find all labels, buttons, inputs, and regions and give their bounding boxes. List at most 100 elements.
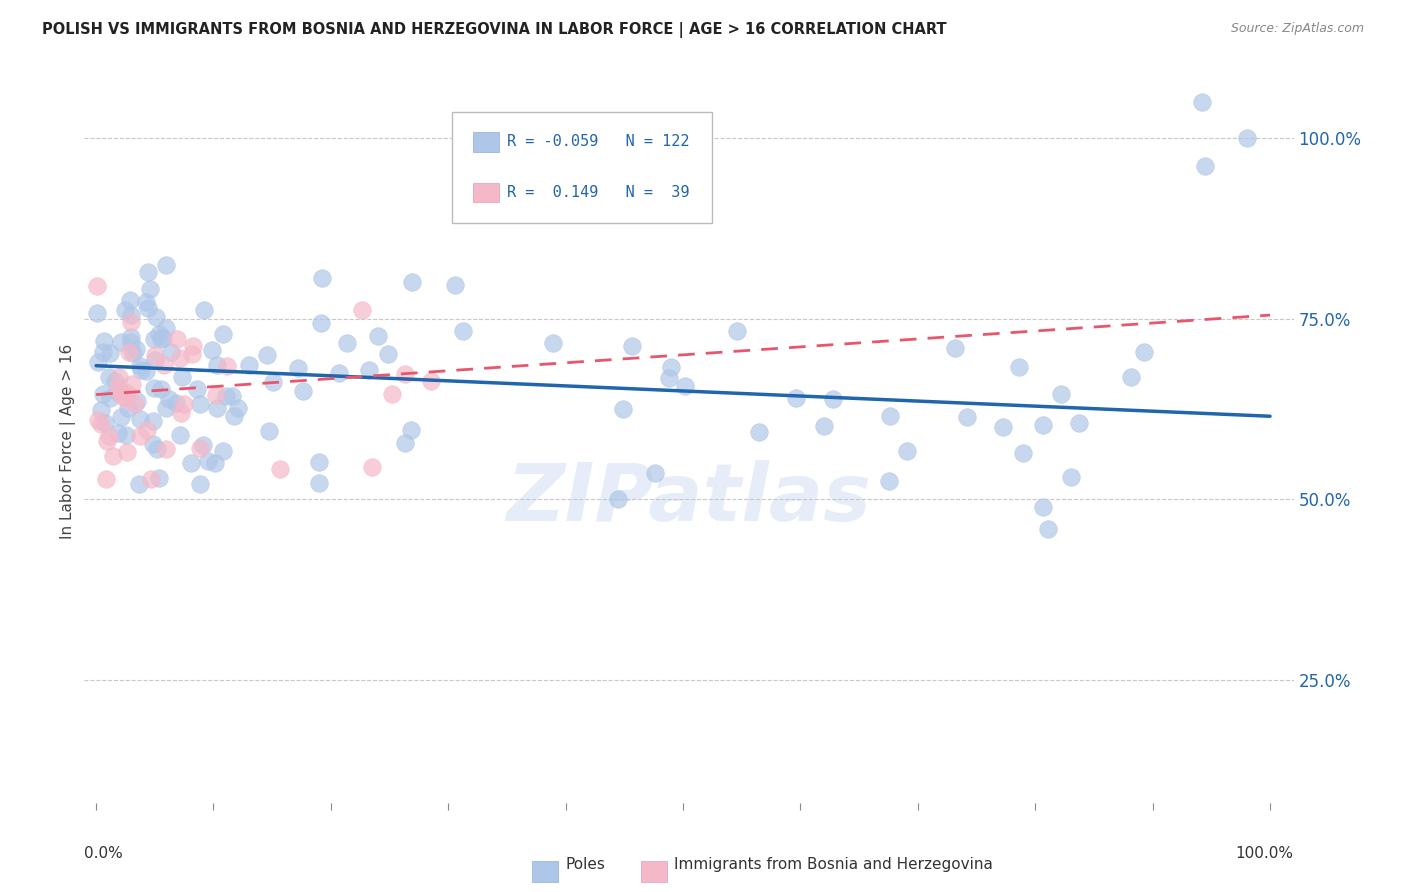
- Point: [143, 332, 166, 346]
- Point: [205, 359, 228, 373]
- Point: [262, 375, 284, 389]
- Point: [205, 388, 228, 402]
- Point: [118, 344, 141, 359]
- Point: [367, 329, 389, 343]
- Point: [142, 436, 165, 450]
- Text: 0.0%: 0.0%: [84, 847, 124, 861]
- Point: [118, 293, 141, 308]
- Point: [1050, 386, 1073, 401]
- Point: [104, 374, 127, 388]
- Point: [136, 424, 159, 438]
- Point: [221, 389, 243, 403]
- Point: [155, 258, 177, 272]
- Point: [117, 401, 139, 416]
- Point: [146, 442, 169, 457]
- Point: [311, 316, 333, 330]
- Point: [87, 355, 110, 369]
- Point: [336, 336, 359, 351]
- Point: [215, 359, 238, 373]
- Point: [128, 411, 150, 425]
- Point: [86, 279, 108, 293]
- Point: [191, 438, 214, 452]
- Point: [943, 341, 966, 355]
- Point: [212, 327, 235, 342]
- Point: [956, 409, 979, 424]
- Point: [1036, 522, 1059, 536]
- Text: Immigrants from Bosnia and Herzegovina: Immigrants from Bosnia and Herzegovina: [675, 856, 993, 871]
- Point: [152, 358, 174, 372]
- Point: [1236, 131, 1258, 145]
- Point: [1032, 500, 1054, 515]
- Point: [181, 339, 204, 353]
- Point: [896, 444, 918, 458]
- Point: [148, 326, 170, 341]
- Point: [269, 462, 291, 476]
- Point: [350, 302, 373, 317]
- Point: [111, 389, 134, 403]
- Point: [173, 397, 195, 411]
- Bar: [531, 861, 558, 882]
- Point: [117, 386, 139, 401]
- Point: [1008, 359, 1031, 374]
- Point: [186, 383, 208, 397]
- Point: [139, 282, 162, 296]
- Point: [180, 456, 202, 470]
- Point: [451, 324, 474, 338]
- Point: [612, 402, 634, 417]
- Point: [287, 360, 309, 375]
- Point: [96, 434, 118, 449]
- Point: [159, 344, 181, 359]
- Point: [155, 442, 177, 456]
- Point: [107, 379, 129, 393]
- Point: [215, 389, 238, 403]
- Point: [114, 302, 136, 317]
- Point: [152, 331, 174, 345]
- Point: [169, 427, 191, 442]
- Point: [107, 425, 129, 440]
- Point: [141, 472, 163, 486]
- Point: [205, 401, 228, 415]
- Point: [97, 429, 120, 443]
- Point: [172, 370, 194, 384]
- Text: POLISH VS IMMIGRANTS FROM BOSNIA AND HERZEGOVINA IN LABOR FORCE | AGE > 16 CORRE: POLISH VS IMMIGRANTS FROM BOSNIA AND HER…: [42, 22, 946, 38]
- Point: [443, 278, 465, 293]
- Point: [110, 335, 132, 350]
- Text: 100.0%: 100.0%: [1236, 847, 1294, 861]
- Point: [129, 363, 152, 377]
- Point: [673, 379, 696, 393]
- Point: [142, 381, 165, 395]
- Point: [394, 435, 416, 450]
- Point: [136, 301, 159, 316]
- Point: [204, 456, 226, 470]
- Point: [145, 348, 167, 362]
- Point: [90, 417, 112, 432]
- Point: [91, 387, 114, 401]
- Text: R =  0.149   N =  39: R = 0.149 N = 39: [508, 186, 689, 200]
- Point: [821, 392, 844, 406]
- Bar: [641, 861, 668, 882]
- Point: [991, 419, 1014, 434]
- Y-axis label: In Labor Force | Age > 16: In Labor Force | Age > 16: [60, 344, 76, 539]
- Point: [121, 376, 143, 391]
- Point: [110, 410, 132, 425]
- Point: [1059, 470, 1081, 484]
- Point: [135, 294, 157, 309]
- Point: [108, 370, 131, 384]
- Point: [87, 413, 110, 427]
- Point: [169, 406, 191, 420]
- Point: [381, 387, 404, 401]
- Text: ZIPatlas: ZIPatlas: [506, 460, 872, 539]
- Point: [657, 371, 679, 385]
- Point: [148, 471, 170, 485]
- Point: [136, 265, 159, 279]
- Text: Source: ZipAtlas.com: Source: ZipAtlas.com: [1230, 22, 1364, 36]
- Point: [169, 351, 191, 365]
- Point: [98, 391, 121, 405]
- Point: [145, 310, 167, 324]
- Point: [725, 324, 748, 338]
- Point: [541, 336, 564, 351]
- Point: [142, 414, 165, 428]
- Point: [659, 359, 682, 374]
- Point: [143, 352, 166, 367]
- Point: [98, 370, 121, 384]
